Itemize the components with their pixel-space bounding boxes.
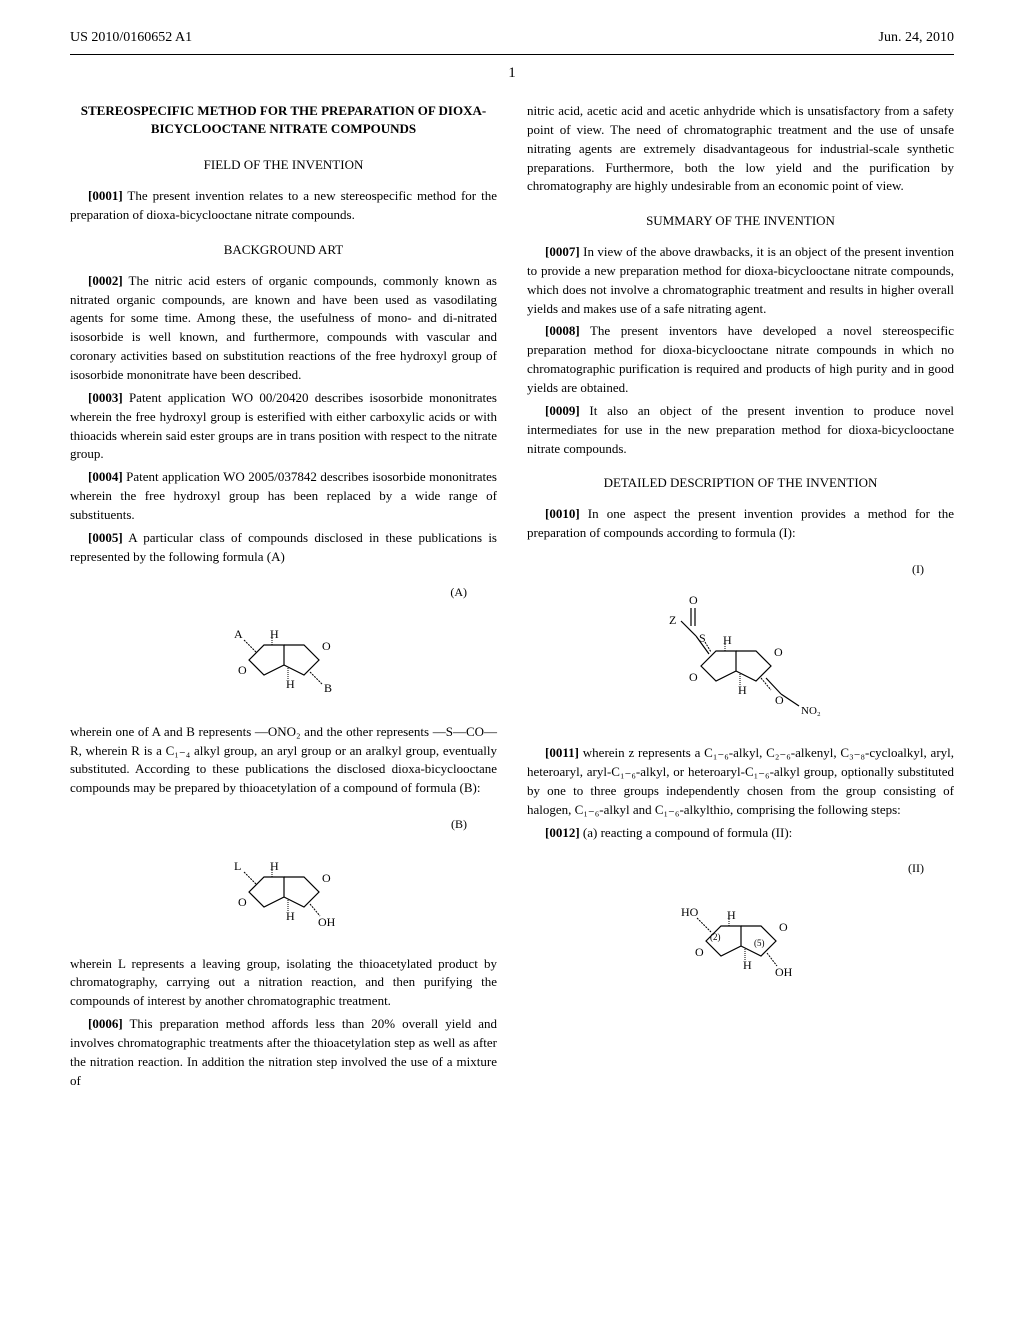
svg-text:OH: OH (318, 915, 336, 929)
formula-label-ii: (II) (527, 860, 954, 877)
para-text: Patent application WO 00/20420 describes… (70, 390, 497, 462)
para-number: [0012] (545, 825, 580, 840)
formula-a-structure: A H O O H B (70, 610, 497, 705)
paragraph: [0002] The nitric acid esters of organic… (70, 272, 497, 385)
svg-text:O: O (689, 670, 698, 684)
header-rule (70, 54, 954, 55)
patent-date: Jun. 24, 2010 (879, 30, 954, 46)
para-number: [0003] (88, 390, 123, 405)
patent-number: US 2010/0160652 A1 (70, 30, 192, 46)
right-column: nitric acid, acetic acid and acetic anhy… (527, 102, 954, 1094)
svg-text:O: O (775, 693, 784, 707)
formula-label-b: (B) (70, 816, 497, 833)
page-number: 1 (0, 65, 1024, 82)
paragraph: [0011] wherein z represents a C₁₋₆-alkyl… (527, 744, 954, 819)
para-text: Patent application WO 2005/037842 descri… (70, 469, 497, 522)
formula-i-structure: Z O S H O O H O NO₂ (527, 586, 954, 726)
two-column-layout: STEREOSPECIFIC METHOD FOR THE PREPARATIO… (0, 102, 1024, 1094)
paragraph: [0005] A particular class of compounds d… (70, 529, 497, 567)
para-text: (a) reacting a compound of formula (II): (583, 825, 792, 840)
paragraph: [0006] This preparation method affords l… (70, 1015, 497, 1090)
para-text: The present invention relates to a new s… (70, 188, 497, 222)
section-heading: FIELD OF THE INVENTION (70, 156, 497, 175)
formula-label-i: (I) (527, 561, 954, 578)
svg-text:H: H (743, 958, 752, 972)
svg-text:NO₂: NO₂ (801, 705, 821, 717)
svg-text:H: H (727, 908, 736, 922)
para-number: [0011] (545, 745, 579, 760)
svg-text:O: O (695, 945, 704, 959)
paragraph: nitric acid, acetic acid and acetic anhy… (527, 102, 954, 196)
svg-text:H: H (270, 859, 279, 873)
paragraph: [0009] It also an object of the present … (527, 402, 954, 459)
para-text: The present inventors have developed a n… (527, 323, 954, 395)
svg-text:B: B (324, 681, 332, 695)
para-text: wherein z represents a C₁₋₆-alkyl, C₂₋₆-… (527, 745, 954, 817)
svg-text:O: O (238, 895, 247, 909)
paragraph: [0004] Patent application WO 2005/037842… (70, 468, 497, 525)
svg-text:(2): (2) (710, 932, 721, 942)
svg-text:L: L (234, 859, 241, 873)
paragraph: wherein L represents a leaving group, is… (70, 955, 497, 1012)
svg-text:H: H (270, 627, 279, 641)
paragraph: [0008] The present inventors have develo… (527, 322, 954, 397)
svg-text:H: H (723, 633, 732, 647)
para-number: [0004] (88, 469, 123, 484)
para-number: [0009] (545, 403, 580, 418)
svg-text:H: H (286, 677, 295, 691)
document-title: STEREOSPECIFIC METHOD FOR THE PREPARATIO… (70, 102, 497, 138)
svg-text:HO: HO (681, 905, 699, 919)
para-number: [0007] (545, 244, 580, 259)
paragraph: [0007] In view of the above drawbacks, i… (527, 243, 954, 318)
para-number: [0002] (88, 273, 123, 288)
para-text: A particular class of compounds disclose… (70, 530, 497, 564)
left-column: STEREOSPECIFIC METHOD FOR THE PREPARATIO… (70, 102, 497, 1094)
paragraph: [0003] Patent application WO 00/20420 de… (70, 389, 497, 464)
formula-b-structure: L H O O H OH (70, 842, 497, 937)
para-number: [0001] (88, 188, 123, 203)
paragraph: wherein one of A and B represents —ONO₂ … (70, 723, 497, 798)
svg-text:OH: OH (775, 965, 793, 979)
svg-text:A: A (234, 627, 243, 641)
formula-ii-structure: HO H O O H OH (2) (5) (527, 886, 954, 986)
para-number: [0010] (545, 506, 580, 521)
para-text: In view of the above drawbacks, it is an… (527, 244, 954, 316)
svg-text:O: O (238, 663, 247, 677)
svg-text:O: O (779, 920, 788, 934)
section-heading: BACKGROUND ART (70, 241, 497, 260)
svg-text:O: O (322, 639, 331, 653)
svg-text:S: S (699, 631, 706, 645)
paragraph: [0010] In one aspect the present inventi… (527, 505, 954, 543)
svg-text:O: O (322, 871, 331, 885)
para-number: [0005] (88, 530, 123, 545)
section-heading: DETAILED DESCRIPTION OF THE INVENTION (527, 474, 954, 493)
formula-label-a: (A) (70, 584, 497, 601)
para-number: [0006] (88, 1016, 123, 1031)
page-header: US 2010/0160652 A1 Jun. 24, 2010 (0, 0, 1024, 54)
svg-text:H: H (738, 683, 747, 697)
section-heading: SUMMARY OF THE INVENTION (527, 212, 954, 231)
svg-text:O: O (774, 645, 783, 659)
para-text: The nitric acid esters of organic compou… (70, 273, 497, 382)
para-number: [0008] (545, 323, 580, 338)
para-text: This preparation method affords less tha… (70, 1016, 497, 1088)
svg-text:Z: Z (669, 613, 676, 627)
paragraph: [0001] The present invention relates to … (70, 187, 497, 225)
para-text: In one aspect the present invention prov… (527, 506, 954, 540)
svg-text:O: O (689, 593, 698, 607)
paragraph: [0012] (a) reacting a compound of formul… (527, 824, 954, 843)
para-text: It also an object of the present inventi… (527, 403, 954, 456)
svg-text:H: H (286, 909, 295, 923)
svg-text:(5): (5) (754, 938, 765, 948)
